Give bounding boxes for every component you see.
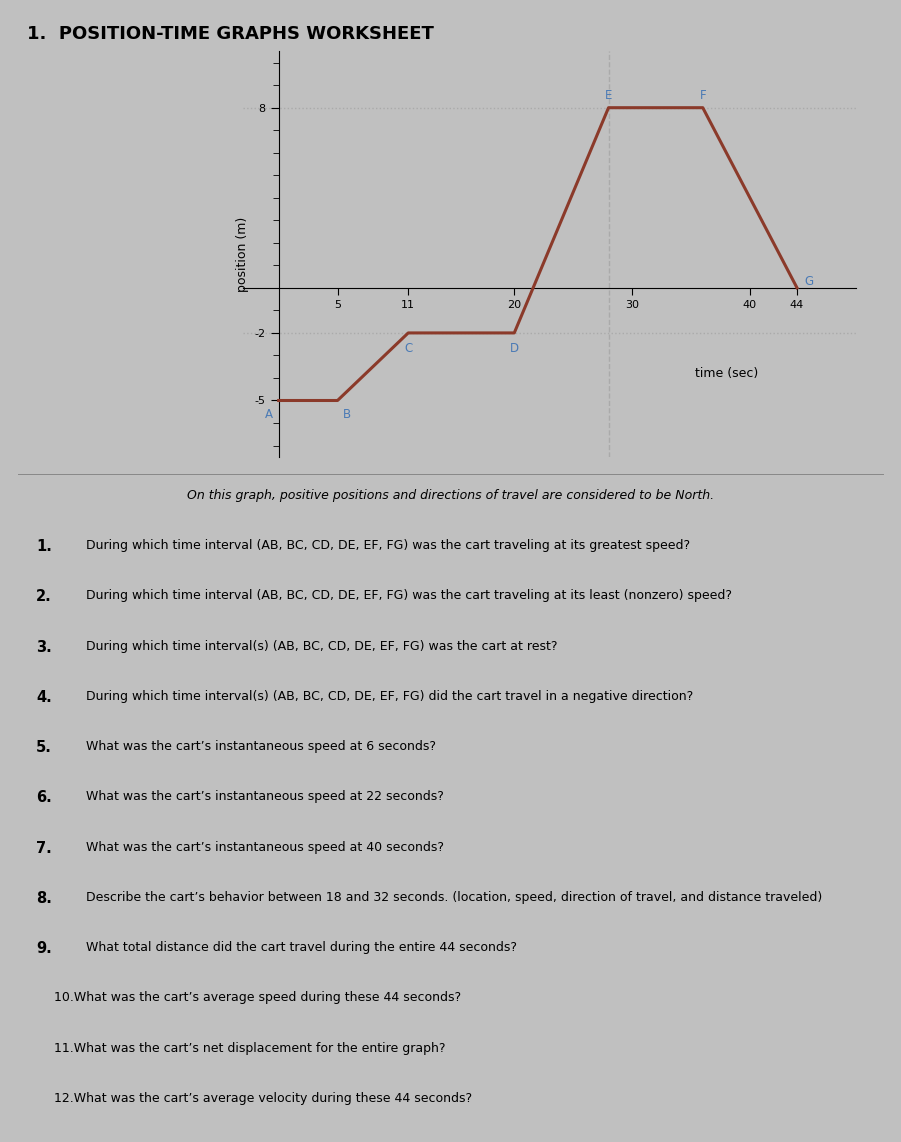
Y-axis label: position (m): position (m) [236, 217, 249, 291]
Text: What was the cart’s instantaneous speed at 22 seconds?: What was the cart’s instantaneous speed … [86, 790, 443, 803]
Text: 1.: 1. [36, 539, 52, 554]
Text: C: C [404, 343, 413, 355]
Text: During which time interval (AB, BC, CD, DE, EF, FG) was the cart traveling at it: During which time interval (AB, BC, CD, … [86, 589, 732, 602]
Text: B: B [343, 408, 351, 420]
Text: 1.  POSITION-TIME GRAPHS WORKSHEET: 1. POSITION-TIME GRAPHS WORKSHEET [27, 25, 434, 43]
Text: F: F [699, 89, 706, 102]
Text: D: D [510, 343, 519, 355]
Text: What was the cart’s instantaneous speed at 40 seconds?: What was the cart’s instantaneous speed … [86, 841, 443, 853]
Text: E: E [605, 89, 612, 102]
Text: During which time interval(s) (AB, BC, CD, DE, EF, FG) did the cart travel in a : During which time interval(s) (AB, BC, C… [86, 690, 693, 702]
Text: Describe the cart’s behavior between 18 and 32 seconds. (location, speed, direct: Describe the cart’s behavior between 18 … [86, 891, 822, 903]
Text: G: G [805, 274, 814, 288]
Text: time (sec): time (sec) [695, 367, 758, 379]
Text: 4.: 4. [36, 690, 51, 705]
Text: 7.: 7. [36, 841, 51, 855]
Text: 8.: 8. [36, 891, 52, 906]
Text: 5.: 5. [36, 740, 52, 755]
Text: 3.: 3. [36, 640, 51, 654]
Text: 6.: 6. [36, 790, 51, 805]
Text: 2.: 2. [36, 589, 51, 604]
Text: 10.What was the cart’s average speed during these 44 seconds?: 10.What was the cart’s average speed dur… [54, 991, 461, 1004]
Text: 12.What was the cart’s average velocity during these 44 seconds?: 12.What was the cart’s average velocity … [54, 1092, 472, 1104]
Text: During which time interval (AB, BC, CD, DE, EF, FG) was the cart traveling at it: During which time interval (AB, BC, CD, … [86, 539, 690, 552]
Text: On this graph, positive positions and directions of travel are considered to be : On this graph, positive positions and di… [187, 489, 714, 501]
Text: A: A [265, 408, 273, 420]
Text: What was the cart’s instantaneous speed at 6 seconds?: What was the cart’s instantaneous speed … [86, 740, 435, 753]
Text: What total distance did the cart travel during the entire 44 seconds?: What total distance did the cart travel … [86, 941, 516, 954]
Text: 11.What was the cart’s net displacement for the entire graph?: 11.What was the cart’s net displacement … [54, 1042, 446, 1054]
Text: During which time interval(s) (AB, BC, CD, DE, EF, FG) was the cart at rest?: During which time interval(s) (AB, BC, C… [86, 640, 557, 652]
Text: 9.: 9. [36, 941, 51, 956]
